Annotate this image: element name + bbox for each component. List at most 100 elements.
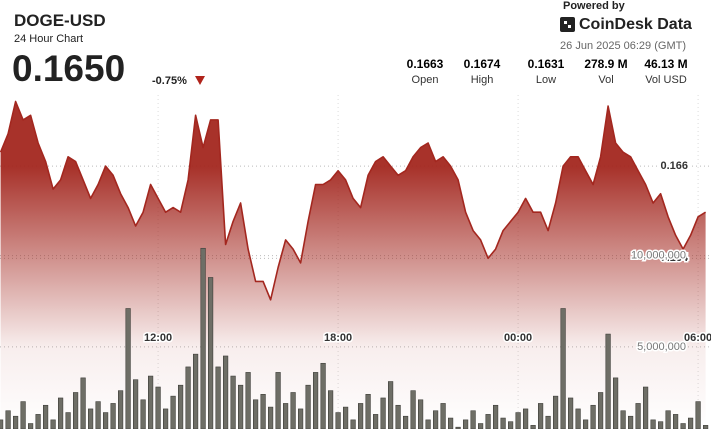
- y2-tick-label: 10,000,000: [631, 249, 686, 261]
- volume-bar: [290, 392, 296, 429]
- volume-bar: [605, 333, 611, 429]
- volume-bar: [125, 308, 131, 429]
- volume-bar: [515, 412, 521, 429]
- volume-bar: [695, 401, 701, 429]
- volume-bar: [350, 419, 356, 429]
- volume-bar: [380, 397, 386, 429]
- volume-bar: [57, 397, 64, 429]
- logo-icon-dot: [564, 21, 567, 24]
- volume-bar: [462, 419, 469, 429]
- volume-bar: [50, 419, 56, 429]
- stat-label: Open: [411, 74, 439, 86]
- volume-bar: [27, 423, 34, 429]
- volume-bar: [522, 408, 529, 429]
- volume-bar: [312, 372, 319, 429]
- stat-value: 46.13 M: [644, 57, 688, 71]
- stat-label: Vol: [598, 74, 614, 86]
- volume-bar: [140, 399, 146, 429]
- x-tick-label: 12:00: [144, 332, 172, 344]
- volume-bar: [65, 412, 71, 429]
- brand: CoinDesk Data: [579, 16, 692, 33]
- symbol: DOGE-USD: [14, 11, 106, 30]
- volume-bar: [440, 403, 446, 429]
- volume-bar: [208, 277, 214, 429]
- volume-bar: [305, 384, 311, 429]
- volume-bar: [88, 408, 94, 429]
- volume-bar: [395, 404, 401, 429]
- volume-bar: [42, 404, 49, 429]
- volume-bar: [223, 355, 229, 429]
- volume-bar: [597, 392, 604, 429]
- price: 0.1650: [12, 48, 126, 89]
- volume-bar: [410, 390, 416, 429]
- stat-value: 0.1631: [527, 57, 565, 71]
- volume-bar: [200, 247, 206, 429]
- volume-bar: [275, 372, 281, 429]
- volume-bar: [357, 403, 364, 429]
- volume-bar: [215, 366, 221, 429]
- stat-label: Low: [535, 74, 557, 86]
- price-area: [0, 101, 706, 429]
- volume-bar: [80, 377, 86, 429]
- volume-bar: [612, 377, 619, 429]
- volume-bar: [365, 394, 371, 429]
- volume-bar: [133, 379, 139, 429]
- volume-bar: [680, 423, 686, 429]
- volume-bar: [342, 406, 349, 429]
- volume-bar: [687, 417, 694, 429]
- volume-bar: [110, 403, 116, 429]
- volume-bar: [642, 386, 649, 429]
- volume-bar: [507, 421, 514, 429]
- stat-value: 278.9 M: [584, 57, 628, 71]
- volume-bar: [702, 425, 709, 429]
- volume-bar: [148, 375, 154, 429]
- volume-bar: [635, 403, 641, 429]
- volume-bar: [170, 395, 176, 429]
- volume-bar: [13, 415, 19, 429]
- price-line: [0, 100, 707, 301]
- volume-bar: [500, 417, 506, 429]
- volume-bar: [372, 414, 379, 429]
- volume-bar: [537, 403, 544, 429]
- x-tick-label: 06:00: [684, 332, 711, 344]
- y-tick-label: 0.164: [660, 252, 688, 264]
- volume-bar: [575, 408, 581, 429]
- volume-bar: [470, 410, 476, 429]
- logo-icon: [560, 17, 575, 32]
- stat: 0.1674 High: [447, 57, 517, 86]
- volume-bar: [297, 408, 304, 429]
- volume-bar: [477, 423, 484, 429]
- volume-bar: [657, 421, 664, 429]
- stat: 0.1663 Open: [390, 57, 460, 86]
- volume-bar: [5, 410, 11, 429]
- volume-bar: [73, 392, 79, 429]
- volume-bar: [327, 390, 334, 429]
- volume-bar: [103, 412, 109, 429]
- volume-bar: [567, 397, 574, 429]
- volume-bar: [417, 399, 424, 429]
- stat-label: Vol USD: [645, 74, 687, 86]
- stat: 0.1631 Low: [511, 57, 581, 86]
- volume-bar: [245, 372, 251, 429]
- volume-bar: [238, 384, 244, 429]
- volume-bar: [163, 408, 169, 429]
- volume-bar: [627, 415, 634, 429]
- volume-bar: [672, 414, 679, 429]
- y-tick-label: 0.166: [660, 160, 688, 172]
- volume-bar: [387, 381, 394, 429]
- volume-bar: [267, 406, 274, 429]
- volume-bar: [155, 386, 161, 429]
- change: -0.75%: [152, 75, 187, 87]
- volume-bar: [545, 415, 551, 429]
- x-tick-label: 18:00: [324, 332, 352, 344]
- volume-bar: [560, 308, 566, 429]
- down-arrow: [195, 76, 205, 85]
- logo-icon-dot: [568, 25, 571, 28]
- volume-bar: [193, 353, 199, 429]
- volume-bar: [432, 410, 439, 429]
- volume-bar: [485, 414, 491, 429]
- stat-value: 0.1663: [406, 57, 444, 71]
- volume-bar: [20, 401, 26, 429]
- volume-bar: [590, 404, 596, 429]
